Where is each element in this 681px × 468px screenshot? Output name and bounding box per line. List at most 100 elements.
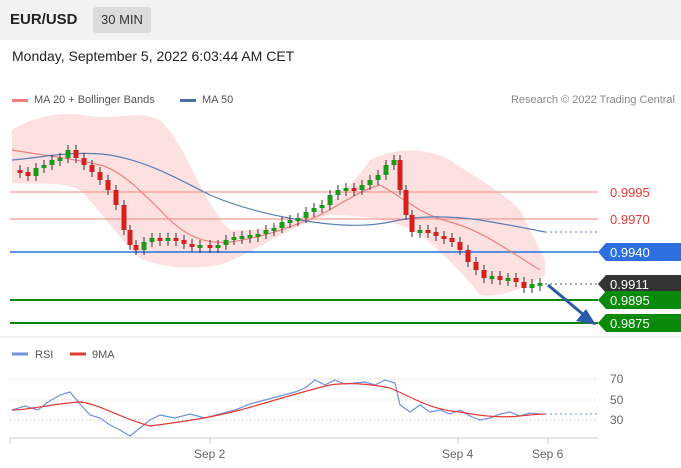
candle	[359, 185, 365, 190]
candle	[189, 244, 195, 247]
x-label-sep2: Sep 2	[194, 447, 226, 461]
candle	[473, 262, 479, 270]
rsi-ma-legend-label: 9MA	[92, 349, 115, 361]
candle	[457, 242, 463, 250]
candle	[481, 270, 487, 278]
candle	[17, 170, 23, 173]
candle	[391, 160, 397, 165]
candle	[449, 238, 455, 242]
candle	[425, 230, 431, 233]
level-label-0895: 0.9895	[610, 293, 650, 308]
last-price-tag	[598, 275, 681, 293]
candle	[409, 215, 415, 232]
candle	[133, 245, 139, 250]
candlestick-series	[17, 145, 543, 293]
rsi-ma-line	[11, 382, 546, 427]
candle	[49, 160, 55, 165]
rsi-tick-70: 70	[610, 372, 624, 386]
timestamp: Monday, September 5, 2022 6:03:44 AM CET	[12, 48, 295, 64]
candle	[165, 238, 171, 241]
rsi-legend-label: RSI	[35, 349, 53, 361]
ma50-swatch	[180, 98, 196, 102]
candle	[465, 250, 471, 262]
candle	[197, 245, 203, 248]
candle	[335, 190, 341, 195]
x-label-sep6: Sep 6	[532, 447, 564, 461]
candle	[181, 240, 187, 244]
candle	[295, 218, 301, 221]
candle	[215, 245, 221, 248]
candle	[513, 278, 519, 282]
candle	[113, 190, 119, 205]
support-tag-1	[598, 291, 681, 309]
candle	[505, 278, 511, 281]
level-label-0970: 0.9970	[610, 212, 650, 227]
rsi-tick-50: 50	[610, 393, 624, 407]
currency-pair-title: EUR/USD	[10, 11, 78, 28]
bollinger-band	[12, 113, 545, 296]
candle	[271, 228, 277, 231]
candle	[287, 220, 293, 223]
candle	[149, 238, 155, 242]
ma20-swatch	[12, 98, 28, 102]
candle	[327, 195, 333, 205]
timeframe-button[interactable]: 30 MIN	[93, 7, 151, 33]
candle	[231, 237, 237, 240]
candle	[489, 276, 495, 279]
candle	[207, 245, 213, 248]
pivot-tag	[598, 243, 681, 261]
level-label-0940: 0.9940	[610, 245, 650, 260]
candle	[311, 208, 317, 212]
candle	[397, 160, 403, 190]
candle	[25, 172, 31, 176]
candle	[521, 282, 527, 288]
candle	[157, 238, 163, 241]
candle	[343, 188, 349, 191]
x-label-sep4: Sep 4	[442, 447, 474, 461]
candle	[375, 175, 381, 180]
candle	[247, 235, 253, 238]
candle	[537, 283, 543, 286]
forecast-arrow	[547, 283, 586, 318]
rsi-line	[11, 379, 541, 437]
top-bar: EUR/USD 30 MIN	[0, 0, 681, 40]
candle	[141, 242, 147, 250]
candle	[529, 284, 535, 288]
candle	[73, 150, 79, 158]
candle	[173, 238, 179, 241]
candle	[89, 165, 95, 172]
ma50-label: MA 50	[202, 94, 234, 106]
candle	[319, 205, 325, 208]
candle	[33, 168, 39, 176]
level-label-0995: 0.9995	[610, 185, 650, 200]
candle	[417, 230, 423, 233]
candle	[263, 230, 269, 234]
candle	[121, 205, 127, 230]
candle	[239, 236, 245, 239]
rsi-tick-30: 30	[610, 413, 624, 427]
candle	[433, 232, 439, 236]
candle	[441, 236, 447, 239]
legend-ma50: MA 50	[180, 94, 233, 106]
candle	[403, 190, 409, 215]
candle	[367, 180, 373, 185]
candle	[41, 165, 47, 168]
candle	[223, 240, 229, 245]
candle	[303, 212, 309, 218]
legend-ma20: MA 20 + Bollinger Bands	[12, 94, 155, 106]
candle	[255, 234, 261, 237]
candle	[57, 158, 63, 161]
forecast-arrowhead	[576, 309, 596, 325]
candle	[65, 150, 71, 158]
candle	[105, 180, 111, 190]
candle	[497, 276, 503, 280]
ma20-label: MA 20 + Bollinger Bands	[34, 94, 155, 106]
candle	[351, 188, 357, 191]
ma20-line	[11, 149, 541, 271]
candle	[127, 230, 133, 245]
support-tag-2	[598, 314, 681, 332]
level-label-0911: 0.9911	[610, 277, 649, 292]
candle	[279, 222, 285, 228]
candle	[97, 172, 103, 180]
